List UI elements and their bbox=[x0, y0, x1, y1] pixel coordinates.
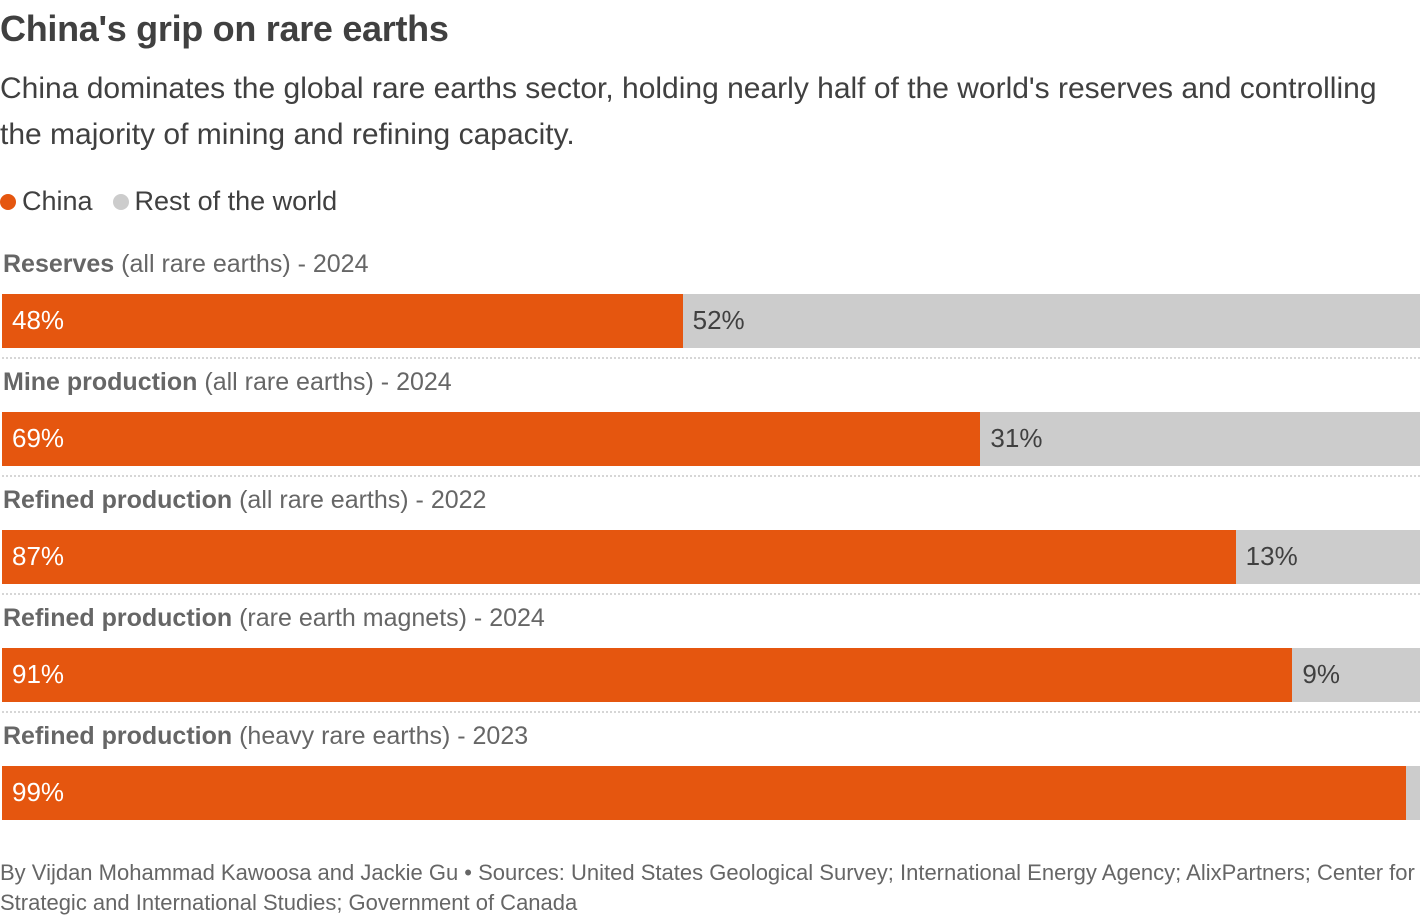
bar-segment-china: 91% bbox=[2, 648, 1293, 702]
bar-row: Mine production (all rare earths) - 2024… bbox=[0, 368, 1422, 486]
category-label-bold: Refined production bbox=[3, 486, 233, 514]
data-label: 9% bbox=[1302, 659, 1340, 689]
stacked-bar: 69% 31% bbox=[2, 412, 1420, 466]
stacked-bar: 99% bbox=[2, 766, 1420, 820]
bar-segment-rest: 9% bbox=[1292, 648, 1420, 702]
category-label-bold: Mine production bbox=[3, 368, 198, 396]
legend-label: China bbox=[22, 186, 93, 216]
bar-segment-rest: 52% bbox=[682, 294, 1420, 348]
category-label: Refined production (heavy rare earths) -… bbox=[3, 722, 528, 751]
bar-segment-rest: 13% bbox=[1235, 530, 1420, 584]
category-label-bold: Reserves bbox=[3, 250, 115, 278]
stacked-bar: 87% 13% bbox=[2, 530, 1420, 584]
category-label-detail: (all rare earths) - 2022 bbox=[232, 486, 487, 514]
category-label: Refined production (all rare earths) - 2… bbox=[3, 486, 486, 515]
legend-label: Rest of the world bbox=[134, 186, 338, 216]
bar-row: Refined production (all rare earths) - 2… bbox=[0, 486, 1422, 604]
category-label: Reserves (all rare earths) - 2024 bbox=[3, 250, 369, 279]
category-label-detail: (all rare earths) - 2024 bbox=[114, 250, 369, 278]
data-label: 31% bbox=[990, 423, 1043, 453]
footer-credits: By Vijdan Mohammad Kawoosa and Jackie Gu… bbox=[0, 860, 1415, 915]
bar-segment-rest: 31% bbox=[980, 412, 1420, 466]
category-label-bold: Refined production bbox=[3, 722, 233, 750]
row-divider bbox=[2, 357, 1420, 359]
legend-item-china: China bbox=[0, 186, 93, 217]
bar-segment-china: 48% bbox=[2, 294, 683, 348]
category-label-bold: Refined production bbox=[3, 604, 233, 632]
stacked-bar: 91% 9% bbox=[2, 648, 1420, 702]
legend-item-rest: Rest of the world bbox=[112, 186, 338, 217]
bar-row: Reserves (all rare earths) - 2024 48% 52% bbox=[0, 250, 1422, 368]
category-label: Refined production (rare earth magnets) … bbox=[3, 604, 545, 633]
data-label: 99% bbox=[12, 777, 65, 807]
chart-subtitle: China dominates the global rare earths s… bbox=[0, 72, 1377, 151]
category-label: Mine production (all rare earths) - 2024 bbox=[3, 368, 452, 397]
data-label: 69% bbox=[12, 423, 65, 453]
row-divider bbox=[2, 593, 1420, 595]
stacked-bar: 48% 52% bbox=[2, 294, 1420, 348]
category-label-detail: (rare earth magnets) - 2024 bbox=[232, 604, 545, 632]
bar-segment-rest bbox=[1405, 766, 1420, 820]
row-divider bbox=[2, 711, 1420, 713]
bar-segment-china: 99% bbox=[2, 766, 1406, 820]
legend-swatch-rest bbox=[112, 193, 129, 210]
bar-segment-china: 69% bbox=[2, 412, 981, 466]
bar-row: Refined production (heavy rare earths) -… bbox=[0, 722, 1422, 840]
category-label-detail: (heavy rare earths) - 2023 bbox=[232, 722, 529, 750]
bar-segment-china: 87% bbox=[2, 530, 1236, 584]
data-label: 91% bbox=[12, 659, 65, 689]
data-label: 13% bbox=[1245, 541, 1298, 571]
legend-swatch-china bbox=[0, 193, 16, 210]
bar-row: Refined production (rare earth magnets) … bbox=[0, 604, 1422, 722]
data-label: 52% bbox=[692, 305, 745, 335]
category-label-detail: (all rare earths) - 2024 bbox=[197, 368, 452, 396]
row-divider bbox=[2, 475, 1420, 477]
chart-title: China's grip on rare earths bbox=[0, 8, 449, 49]
data-label: 87% bbox=[12, 541, 65, 571]
data-label: 48% bbox=[12, 305, 65, 335]
legend: China Rest of the world bbox=[0, 186, 357, 217]
